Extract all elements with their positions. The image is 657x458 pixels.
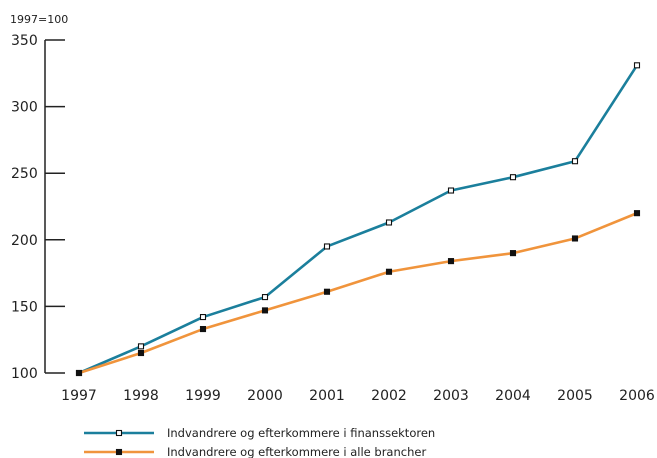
y-tick-label: 300 <box>11 100 38 116</box>
y-unit-label: 1997=100 <box>10 13 68 26</box>
x-tick-label: 1999 <box>185 388 221 404</box>
series-2-point <box>261 307 269 314</box>
series-2-point <box>75 369 83 377</box>
y-ticks: 100 150 200 250 300 350 <box>11 33 65 382</box>
series-2-point <box>323 288 331 295</box>
series-2-point <box>137 349 145 357</box>
series-1-point <box>385 219 393 226</box>
x-tick-label: 2002 <box>371 388 407 404</box>
y-tick-label: 350 <box>11 33 38 49</box>
series-1-point <box>261 294 269 301</box>
series-1-point <box>571 158 579 165</box>
x-tick-label: 2003 <box>433 388 469 404</box>
y-tick-label: 200 <box>11 233 38 249</box>
y-axis: 100 150 200 250 300 350 <box>11 33 65 382</box>
series-1-point <box>199 314 207 321</box>
legend-marker-series-1 <box>115 429 123 437</box>
series-2-point <box>447 258 455 265</box>
series-markers <box>75 62 641 377</box>
x-tick-label: 2001 <box>309 388 345 404</box>
series-1-point <box>323 243 331 250</box>
x-tick-label: 1997 <box>61 388 97 404</box>
x-tick-label: 1998 <box>123 388 159 404</box>
legend: Indvandrere og efterkommere i finanssekt… <box>84 426 435 458</box>
x-tick-label: 2000 <box>247 388 283 404</box>
x-tick-label: 2004 <box>495 388 531 404</box>
legend-label-series-2: Indvandrere og efterkommere i alle branc… <box>167 445 426 458</box>
series-lines <box>78 64 639 375</box>
series-1-point <box>447 187 455 194</box>
series-2-point <box>385 268 393 275</box>
y-tick-label: 100 <box>11 366 38 382</box>
series-1-line <box>78 64 639 375</box>
y-tick-label: 250 <box>11 166 38 182</box>
series-1-point <box>633 62 641 69</box>
series-2-line <box>78 211 638 375</box>
series-1-point <box>137 343 145 350</box>
legend-marker-series-2 <box>115 448 123 456</box>
y-tick-label: 150 <box>11 299 38 315</box>
series-2-point <box>199 325 207 333</box>
x-ticks: 1997 1998 1999 2000 2001 2002 2003 2004 2005 2006 <box>61 388 655 404</box>
legend-label-series-1: Indvandrere og efterkommere i finanssekt… <box>167 426 435 440</box>
series-2-point <box>571 235 579 242</box>
series-1-point <box>509 174 517 181</box>
x-tick-label: 2005 <box>557 388 593 404</box>
x-tick-label: 2006 <box>619 388 655 404</box>
series-2-point <box>633 210 641 217</box>
series-2-point <box>509 250 517 257</box>
